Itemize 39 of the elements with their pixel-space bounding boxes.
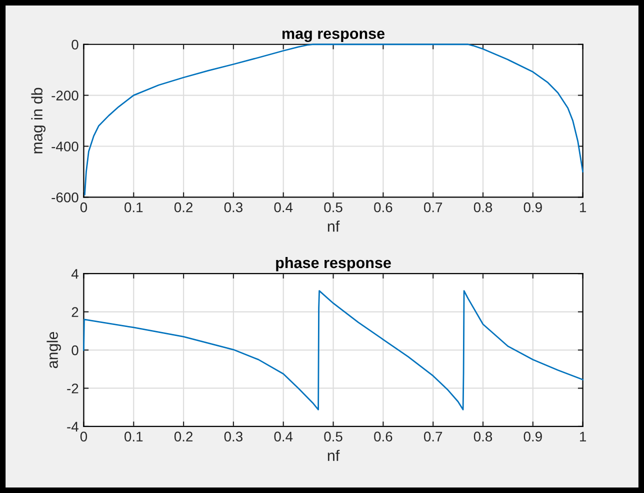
x-tick-label: 0.7 — [424, 202, 442, 212]
x-tick-label: 0.6 — [374, 432, 392, 442]
x-tick-label: 0.1 — [124, 432, 143, 442]
y-axis-title: mag in db — [31, 88, 46, 154]
x-tick-label: 0.4 — [274, 432, 293, 442]
x-tick-label: 0.9 — [524, 432, 542, 442]
x-tick-label: 0.8 — [474, 432, 492, 442]
x-tick-label: 0.3 — [224, 432, 242, 442]
chart-title: mag response — [282, 30, 385, 42]
x-tick-label: 0.8 — [474, 202, 492, 212]
line-series — [83, 290, 584, 410]
x-tick-label: 0.1 — [124, 202, 143, 212]
x-tick-label: 0.9 — [524, 202, 542, 212]
x-tick-label: 0.2 — [174, 432, 192, 442]
line-series — [84, 44, 584, 196]
x-axis-title: nf — [328, 220, 340, 232]
x-tick-label: 0.3 — [224, 202, 242, 212]
x-tick-label: 0.5 — [324, 202, 342, 212]
x-axis-title: nf — [328, 450, 340, 461]
y-tick-label: -2 — [67, 384, 78, 394]
y-tick-label: 4 — [71, 269, 78, 279]
chart-title: phase response — [276, 256, 391, 272]
y-tick-label: 0 — [72, 345, 78, 356]
y-tick-label: 0 — [72, 40, 78, 50]
x-tick-label: 0 — [80, 202, 88, 212]
x-tick-label: 0.2 — [174, 202, 192, 212]
x-tick-label: 0 — [80, 432, 88, 442]
x-tick-label: 0.6 — [374, 202, 392, 212]
x-tick-label: 0.4 — [274, 202, 293, 212]
y-tick-label: -400 — [52, 142, 78, 152]
x-tick-label: 1 — [580, 432, 586, 442]
y-tick-label: -600 — [52, 192, 78, 202]
y-tick-label: -200 — [52, 90, 78, 100]
y-tick-label: 2 — [72, 307, 78, 317]
x-tick-label: 0.7 — [424, 432, 442, 442]
y-tick-label: -4 — [67, 422, 78, 432]
x-tick-label: 1 — [580, 202, 586, 212]
x-tick-label: 0.5 — [324, 432, 342, 442]
y-axis-title: angle — [46, 332, 61, 368]
